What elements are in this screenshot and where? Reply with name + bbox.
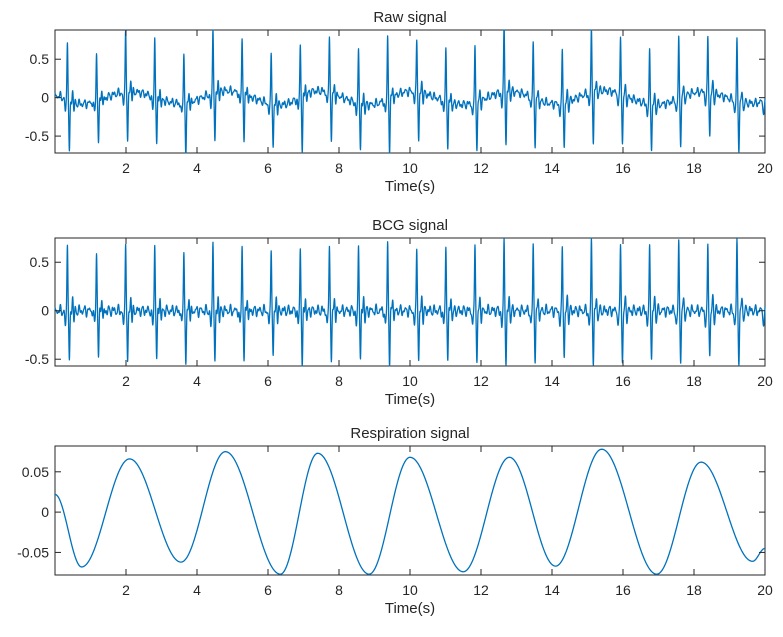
bcg-signal-y-tick-label: 0.5 (30, 254, 50, 270)
respiration-signal-title: Respiration signal (350, 425, 469, 442)
respiration-signal-x-tick-label: 10 (402, 582, 418, 598)
raw-signal-x-tick-label: 2 (122, 160, 130, 176)
raw-signal-x-tick-label: 4 (193, 160, 201, 176)
bcg-signal-title: BCG signal (372, 217, 448, 234)
respiration-signal-x-tick-label: 4 (193, 582, 201, 598)
bcg-signal-x-tick-label: 8 (335, 373, 343, 389)
respiration-signal-panel: Respiration signal 2 4 6 8 10 12 14 16 18 20 0.05… (17, 425, 773, 617)
raw-signal-x-tick-label: 6 (264, 160, 272, 176)
respiration-signal-y-tick-label: 0 (41, 504, 49, 520)
bcg-signal-panel: BCG signal 2 4 6 8 10 12 14 16 18 20 0.5 0 -0.5 Tim… (25, 217, 773, 408)
bcg-signal-x-tick-label: 10 (402, 373, 418, 389)
bcg-signal-line (54, 237, 766, 367)
respiration-signal-axes (54, 445, 766, 576)
respiration-signal-y-tick-label: -0.05 (17, 544, 49, 560)
respiration-signal-x-label: Time(s) (385, 600, 435, 617)
raw-signal-y-ticks: 0.5 0 -0.5 (25, 51, 765, 144)
bcg-signal-x-tick-label: 18 (686, 373, 702, 389)
bcg-signal-x-tick-label: 6 (264, 373, 272, 389)
bcg-signal-y-tick-label: -0.5 (25, 351, 49, 367)
raw-signal-y-tick-label: -0.5 (25, 128, 49, 144)
bcg-signal-axes (54, 237, 766, 367)
respiration-signal-y-tick-label: 0.05 (22, 464, 49, 480)
raw-signal-title: Raw signal (373, 9, 446, 26)
bcg-signal-x-ticks: 2 4 6 8 10 12 14 16 18 20 (122, 238, 773, 389)
raw-signal-x-tick-label: 8 (335, 160, 343, 176)
respiration-signal-line (54, 448, 766, 575)
respiration-signal-x-tick-label: 16 (615, 582, 631, 598)
respiration-signal-x-tick-label: 20 (757, 582, 773, 598)
respiration-signal-x-tick-label: 8 (335, 582, 343, 598)
raw-signal-x-tick-label: 16 (615, 160, 631, 176)
raw-signal-x-tick-label: 20 (757, 160, 773, 176)
raw-signal-y-tick-label: 0.5 (30, 51, 50, 67)
respiration-signal-x-ticks: 2 4 6 8 10 12 14 16 18 20 (122, 446, 773, 598)
raw-signal-x-tick-label: 14 (544, 160, 560, 176)
raw-signal-x-tick-label: 12 (473, 160, 489, 176)
respiration-signal-x-tick-label: 6 (264, 582, 272, 598)
respiration-signal-x-tick-label: 2 (122, 582, 130, 598)
raw-signal-x-tick-label: 18 (686, 160, 702, 176)
bcg-signal-y-tick-label: 0 (41, 303, 49, 319)
respiration-signal-x-tick-label: 18 (686, 582, 702, 598)
bcg-signal-x-tick-label: 16 (615, 373, 631, 389)
bcg-signal-x-tick-label: 2 (122, 373, 130, 389)
raw-signal-axes (54, 29, 766, 154)
raw-signal-y-tick-label: 0 (41, 90, 49, 106)
bcg-signal-x-tick-label: 20 (757, 373, 773, 389)
respiration-signal-y-ticks: 0.05 0 -0.05 (17, 464, 765, 560)
raw-signal-panel: Raw signal 2 4 6 8 10 12 14 16 18 20 0.5 0 -0.5 Tim… (25, 9, 773, 195)
raw-signal-x-label: Time(s) (385, 178, 435, 195)
respiration-signal-x-tick-label: 14 (544, 582, 560, 598)
raw-signal-line (54, 29, 766, 154)
bcg-signal-x-tick-label: 4 (193, 373, 201, 389)
bcg-signal-x-tick-label: 12 (473, 373, 489, 389)
raw-signal-x-tick-label: 10 (402, 160, 418, 176)
bcg-signal-x-label: Time(s) (385, 391, 435, 408)
respiration-signal-x-tick-label: 12 (473, 582, 489, 598)
bcg-signal-y-ticks: 0.5 0 -0.5 (25, 254, 765, 367)
bcg-signal-x-tick-label: 14 (544, 373, 560, 389)
raw-signal-x-ticks: 2 4 6 8 10 12 14 16 18 20 (122, 30, 773, 176)
